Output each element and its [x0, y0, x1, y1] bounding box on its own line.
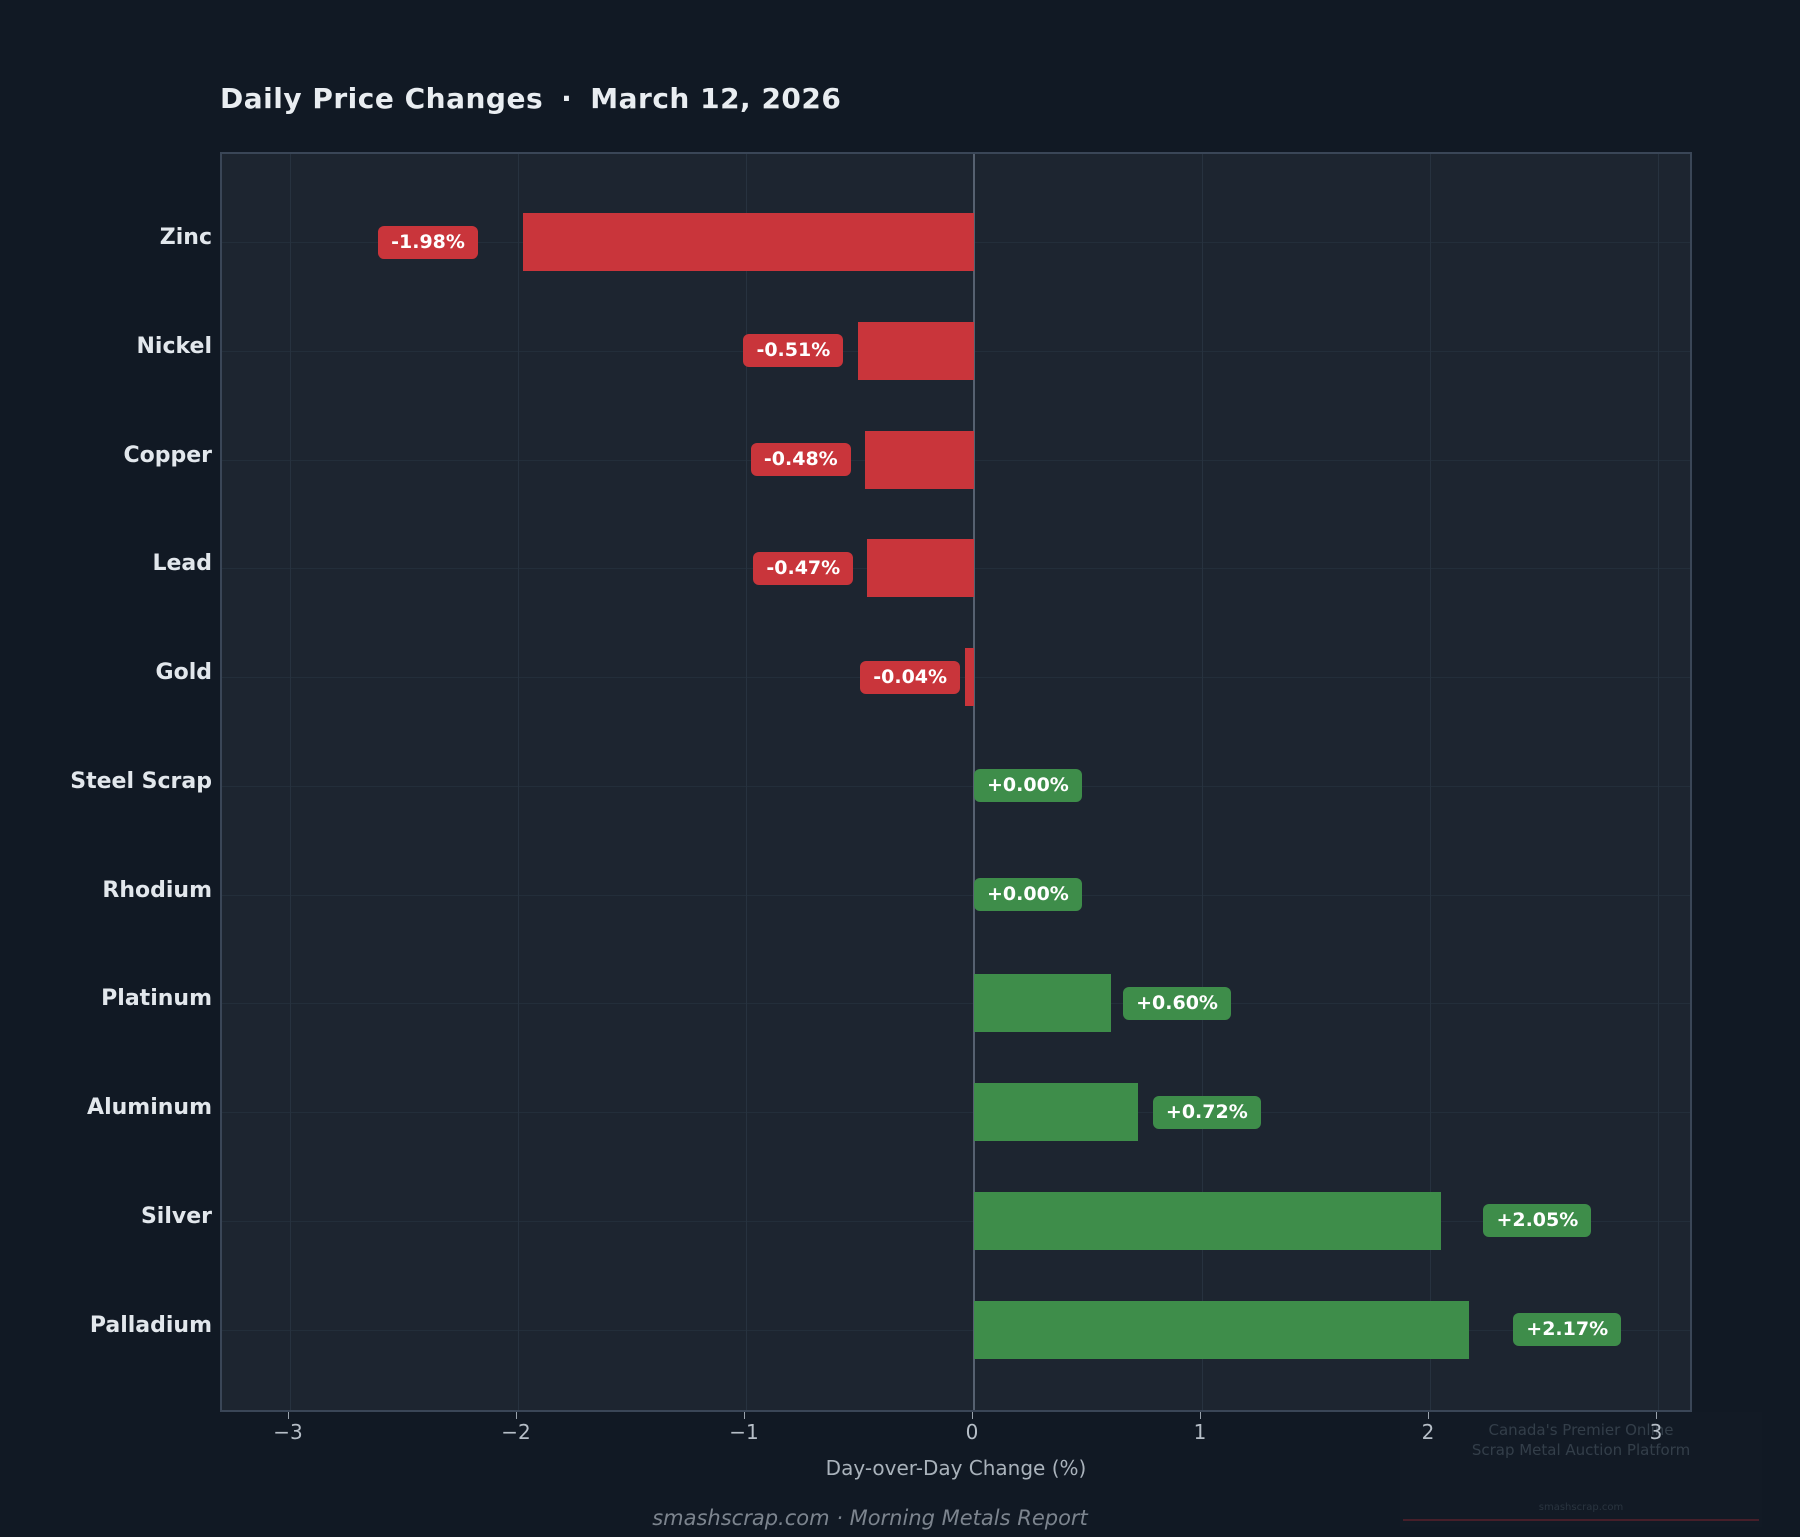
vertical-gridline: [1658, 154, 1659, 1410]
x-axis-tick-label: 1: [1193, 1420, 1207, 1444]
x-axis-tick: [1428, 1412, 1429, 1419]
x-axis-tick-label: −1: [729, 1420, 759, 1444]
value-badge: -0.47%: [753, 551, 854, 585]
value-badge: +2.17%: [1513, 1313, 1622, 1346]
category-label-platinum: Platinum: [101, 986, 212, 1012]
value-badge: +0.00%: [974, 769, 1082, 803]
horizontal-gridline: [222, 1220, 1690, 1222]
bar-zinc: [522, 213, 974, 271]
x-axis-tick: [1200, 1412, 1201, 1419]
x-axis-tick-label: −2: [501, 1420, 531, 1444]
x-axis-tick: [1656, 1412, 1657, 1419]
category-label-gold: Gold: [155, 660, 212, 685]
value-badge: +0.00%: [974, 878, 1082, 911]
category-label-copper: Copper: [123, 442, 212, 468]
vertical-gridline: [1430, 154, 1431, 1410]
category-label-steel-scrap: Steel Scrap: [70, 768, 212, 794]
bar-silver: [974, 1191, 1442, 1250]
chart-date: March 12, 2026: [590, 82, 842, 115]
horizontal-gridline: [222, 1329, 1690, 1331]
x-axis-tick: [288, 1412, 289, 1419]
value-badge: +2.05%: [1483, 1204, 1592, 1238]
vertical-gridline: [1202, 154, 1203, 1410]
x-axis-tick-label: 3: [1649, 1420, 1663, 1444]
vertical-gridline: [746, 154, 747, 1410]
bar-copper: [864, 430, 974, 489]
bar-aluminum: [974, 1083, 1139, 1141]
chart-title-text: Daily Price Changes: [220, 82, 544, 115]
value-badge: -0.48%: [750, 443, 851, 476]
chart-title: Daily Price Changes · March 12, 2026: [220, 82, 841, 115]
bar-gold: [964, 648, 974, 706]
horizontal-gridline: [222, 1112, 1690, 1113]
horizontal-gridline: [222, 894, 1690, 896]
category-label-rhodium: Rhodium: [102, 877, 212, 903]
category-label-zinc: Zinc: [159, 225, 212, 250]
x-axis-tick-label: 0: [965, 1420, 979, 1444]
horizontal-gridline: [222, 1003, 1690, 1005]
x-axis-tick: [972, 1412, 973, 1419]
bar-palladium: [974, 1300, 1469, 1359]
chart-title-separator: ·: [561, 82, 573, 115]
category-label-aluminum: Aluminum: [87, 1095, 212, 1120]
vertical-gridline: [290, 154, 291, 1410]
horizontal-gridline: [222, 785, 1690, 787]
value-badge: -0.04%: [860, 660, 961, 694]
x-axis-tick: [516, 1412, 517, 1419]
bar-lead: [866, 539, 974, 598]
value-badge: -1.98%: [378, 225, 478, 259]
x-axis-title: Day-over-Day Change (%): [825, 1456, 1087, 1480]
value-badge: +0.72%: [1152, 1095, 1261, 1129]
value-badge: -0.51%: [743, 334, 844, 368]
bar-nickel: [857, 321, 974, 380]
plot-area: -1.98% -0.51% -0.48% -0.47% -0.04% +0.00% +0.0…: [220, 152, 1692, 1412]
x-axis-tick-label: −3: [273, 1420, 303, 1444]
category-label-nickel: Nickel: [136, 333, 213, 359]
vertical-gridline: [518, 154, 519, 1410]
x-axis-tick-label: 2: [1421, 1420, 1435, 1444]
footer-credit: smashscrap.com · Morning Metals Report: [652, 1506, 1088, 1530]
category-label-lead: Lead: [152, 551, 212, 577]
category-label-palladium: Palladium: [89, 1312, 212, 1338]
category-label-silver: Silver: [140, 1203, 212, 1229]
bar-platinum: [974, 974, 1111, 1033]
value-badge: +0.60%: [1123, 986, 1231, 1020]
x-axis-tick: [744, 1412, 745, 1419]
